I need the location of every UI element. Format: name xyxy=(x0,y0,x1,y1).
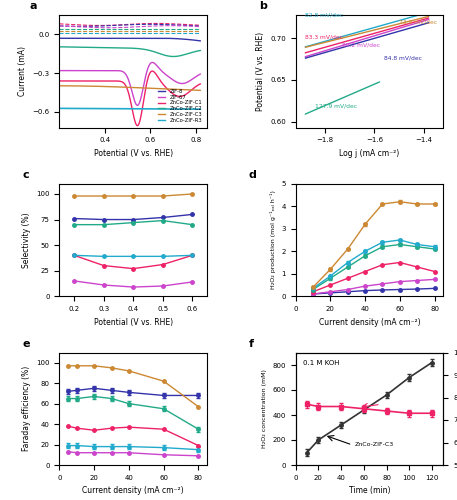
Text: c: c xyxy=(22,170,29,180)
Text: 127.9 mV/dec: 127.9 mV/dec xyxy=(315,104,357,108)
Y-axis label: H₂O₂ concentration (mM): H₂O₂ concentration (mM) xyxy=(262,370,267,448)
X-axis label: Log j (mA cm⁻²): Log j (mA cm⁻²) xyxy=(340,149,399,158)
Text: d: d xyxy=(249,170,256,180)
Text: f: f xyxy=(249,339,253,349)
X-axis label: Time (min): Time (min) xyxy=(349,486,390,496)
Text: 82.8 mV/dec: 82.8 mV/dec xyxy=(305,12,344,18)
X-axis label: Potential (V vs. RHE): Potential (V vs. RHE) xyxy=(94,149,173,158)
Text: e: e xyxy=(22,339,30,349)
X-axis label: Current density (mA cm⁻²): Current density (mA cm⁻²) xyxy=(319,318,420,326)
Legend: ZIF-8, ZIF-67, ZnCo-ZIF-C1, ZnCo-ZIF-C2, ZnCo-ZIF-C3, ZnCo-ZIF-R3: ZIF-8, ZIF-67, ZnCo-ZIF-C1, ZnCo-ZIF-C2,… xyxy=(156,86,204,125)
X-axis label: Potential (V vs. RHE): Potential (V vs. RHE) xyxy=(94,318,173,326)
Y-axis label: Current (mA): Current (mA) xyxy=(18,46,27,96)
Text: ZnCo-ZIF-C3: ZnCo-ZIF-C3 xyxy=(355,442,394,448)
Text: 84.8 mV/dec: 84.8 mV/dec xyxy=(384,55,422,60)
Text: a: a xyxy=(30,2,37,12)
Y-axis label: H₂O₂ production (mol g⁻¹ₑₐₗ h⁻¹): H₂O₂ production (mol g⁻¹ₑₐₗ h⁻¹) xyxy=(270,190,276,290)
Text: 73.9 mV/dec: 73.9 mV/dec xyxy=(399,20,437,24)
Text: 89.2 mV/dec: 89.2 mV/dec xyxy=(342,42,381,48)
Text: b: b xyxy=(259,2,266,12)
Y-axis label: Selectivity (%): Selectivity (%) xyxy=(21,212,31,268)
Text: 0.1 M KOH: 0.1 M KOH xyxy=(303,360,340,366)
X-axis label: Current density (mA cm⁻²): Current density (mA cm⁻²) xyxy=(82,486,184,496)
Y-axis label: Faraday efficiency (%): Faraday efficiency (%) xyxy=(21,366,31,452)
Y-axis label: Potential (V vs. RHE): Potential (V vs. RHE) xyxy=(255,32,265,111)
Text: 83.3 mV/dec: 83.3 mV/dec xyxy=(305,34,344,40)
